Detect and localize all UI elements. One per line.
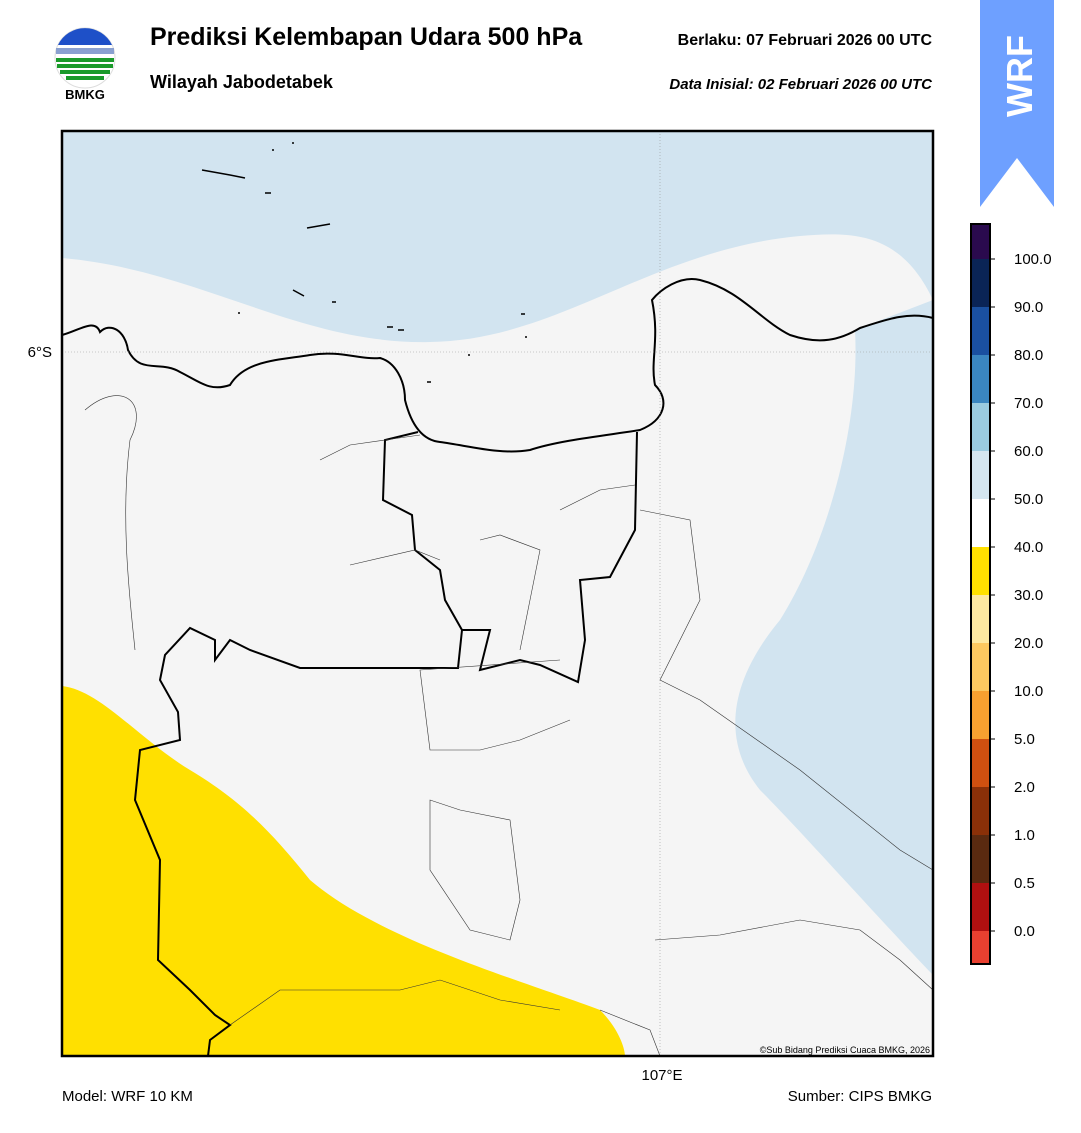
regency-borders <box>84 395 934 1057</box>
subtitle: Wilayah Jabodetabek <box>150 72 334 92</box>
colorbar-segment <box>971 355 990 403</box>
colorbar-segment <box>971 259 990 307</box>
colorbar-segment <box>971 307 990 355</box>
colorbar-segment <box>971 224 990 259</box>
colorbar-label: 90.0 <box>1014 299 1043 316</box>
colorbar-segment <box>971 931 990 964</box>
model-label: Model: WRF 10 KM <box>62 1088 193 1105</box>
map: ©Sub Bidang Prediksi Cuaca BMKG, 2026 <box>60 129 935 1058</box>
colorbar-label: 40.0 <box>1014 539 1043 556</box>
colorbar-segment <box>971 643 990 691</box>
map-frame <box>60 129 935 1058</box>
credit: ©Sub Bidang Prediksi Cuaca BMKG, 2026 <box>760 1045 930 1055</box>
colorbar-label: 50.0 <box>1014 491 1043 508</box>
colorbar-label: 60.0 <box>1014 443 1043 460</box>
logo-land <box>56 58 114 80</box>
colorbar-label: 0.0 <box>1014 923 1035 940</box>
colorbar-label: 100.0 <box>1014 251 1052 268</box>
colorbar-segment <box>971 835 990 883</box>
colorbar-segment <box>971 547 990 595</box>
coastline <box>61 278 934 453</box>
logo: BMKG <box>54 27 116 102</box>
init-time: Data Inisial: 02 Februari 2026 00 UTC <box>669 76 933 93</box>
colorbar-segment <box>971 787 990 835</box>
colorbar-segment <box>971 403 990 451</box>
colorbar-segment <box>971 739 990 787</box>
logo-text: BMKG <box>65 87 105 102</box>
colorbar-label: 0.5 <box>1014 875 1035 892</box>
colorbar-label: 5.0 <box>1014 731 1035 748</box>
title: Prediksi Kelembapan Udara 500 hPa <box>150 23 583 51</box>
islands <box>201 142 527 383</box>
province-border <box>133 431 464 1057</box>
colorbar-segment <box>971 883 990 931</box>
dry-zone <box>62 686 625 1056</box>
colorbar-label: 80.0 <box>1014 347 1043 364</box>
colorbar: 100.0 90.0 80.0 70.0 60.0 50.0 40.0 30.0 20.0 10.… <box>970 223 1052 965</box>
badge <box>980 0 1054 207</box>
colorbar-label: 10.0 <box>1014 683 1043 700</box>
colorbar-segment <box>971 499 990 547</box>
colorbar-frame <box>970 223 991 965</box>
humidity-zone-east <box>735 300 933 975</box>
colorbar-label: 20.0 <box>1014 635 1043 652</box>
colorbar-segment <box>971 451 990 499</box>
logo-sky <box>58 28 112 45</box>
colorbar-segment <box>971 595 990 643</box>
humidity-zone-north <box>62 131 933 343</box>
colorbar-label: 30.0 <box>1014 587 1043 604</box>
colorbar-label: 70.0 <box>1014 395 1043 412</box>
logo-cloud <box>56 48 114 54</box>
colorbar-label: 1.0 <box>1014 827 1035 844</box>
colorbar-segment <box>971 691 990 739</box>
badge-text: WRF <box>999 35 1040 117</box>
colorbar-label: 2.0 <box>1014 779 1035 796</box>
lon-label: 107°E <box>641 1067 682 1084</box>
source-label: Sumber: CIPS BMKG <box>788 1088 932 1105</box>
jabodetabek-border <box>462 431 638 684</box>
lat-label: 6°S <box>28 344 52 361</box>
valid-time: Berlaku: 07 Februari 2026 00 UTC <box>678 32 933 49</box>
